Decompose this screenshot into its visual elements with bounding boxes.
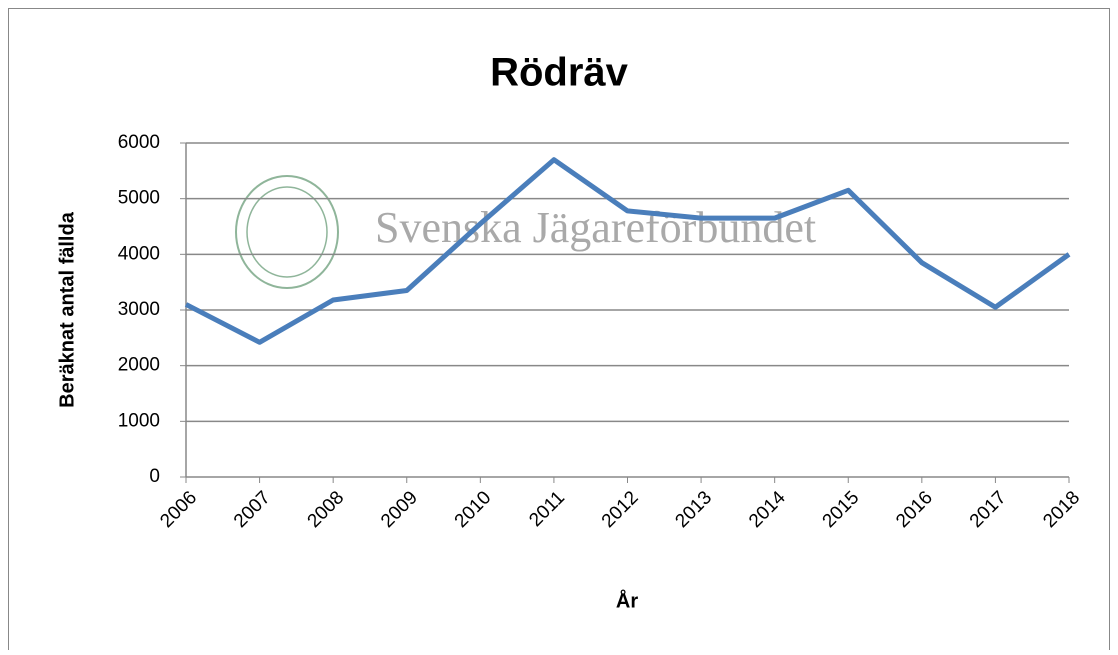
chart-frame <box>8 8 1110 655</box>
y-tick-label: 5000 <box>118 188 160 209</box>
logo <box>235 175 339 289</box>
y-tick-label: 0 <box>149 466 160 487</box>
y-axis-label: Beräknat antal fällda <box>56 211 78 408</box>
watermark: Svenska Jägareförbundet <box>375 203 816 252</box>
y-tick-label: 4000 <box>118 243 160 264</box>
data-line <box>184 157 1071 345</box>
chart-title: Rödräv <box>490 51 629 95</box>
y-tick-label: 6000 <box>118 132 160 153</box>
logo-inner <box>246 186 328 278</box>
y-tick-label: 2000 <box>118 355 160 376</box>
y-tick-label: 3000 <box>118 299 160 320</box>
y-tick-label: 1000 <box>118 410 160 431</box>
x-axis-label: År <box>616 588 638 612</box>
